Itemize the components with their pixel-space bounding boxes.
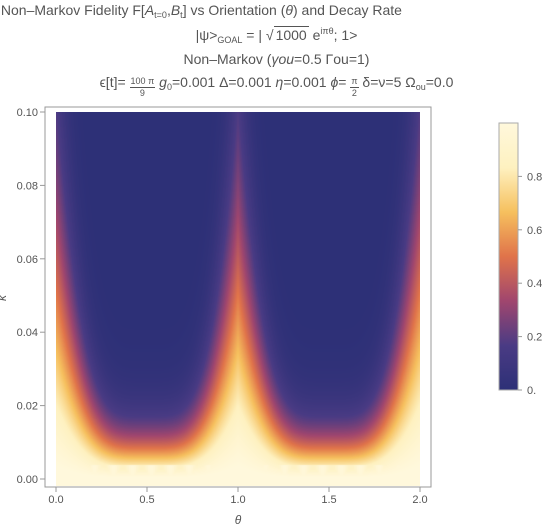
chart-title-line-2: |ψ>GOAL = | √ 1000 eiπθ; 1>	[195, 26, 358, 45]
y-tick-label: 0.08	[17, 180, 38, 192]
x-tick-label: 2.0	[412, 494, 427, 506]
y-tick-label: 0.10	[17, 107, 38, 119]
heatmap-canvas	[56, 112, 420, 486]
colorbar-ticks: 0. 0.2 0.4 0.6 0.8	[518, 171, 542, 397]
chart-title-line-3: Non–Markov (γou=0.5 Γou=1)	[183, 51, 370, 67]
x-tick-label: 0.0	[48, 494, 63, 506]
x-tick-label: 1.0	[230, 494, 245, 506]
y-tick-label: 0.00	[17, 474, 38, 486]
colorbar-tick-label: 0.8	[527, 171, 542, 183]
colorbar-tick-label: 0.2	[527, 332, 542, 344]
y-tick-label: 0.02	[17, 401, 38, 413]
colorbar	[498, 122, 519, 391]
colorbar-tick-label: 0.	[527, 385, 536, 397]
chart-title-line-1: x Non–Markov Fidelity F[At=0,Bt] vs Orie…	[0, 2, 402, 20]
x-tick-label: 1.5	[321, 494, 336, 506]
y-axis-label: κ	[0, 294, 9, 301]
x-axis: 0.0 0.5 1.0 1.5 2.0	[48, 487, 428, 506]
y-axis: 0.00 0.02 0.04 0.06 0.08 0.10	[17, 107, 45, 486]
colorbar-tick-label: 0.6	[527, 225, 542, 237]
x-tick-label: 0.5	[139, 494, 154, 506]
x-axis-label: θ	[235, 513, 242, 527]
y-tick-label: 0.04	[17, 327, 38, 339]
heatmap-canvas-holder	[56, 112, 420, 486]
y-tick-label: 0.06	[17, 254, 38, 266]
colorbar-tick-label: 0.4	[527, 278, 542, 290]
